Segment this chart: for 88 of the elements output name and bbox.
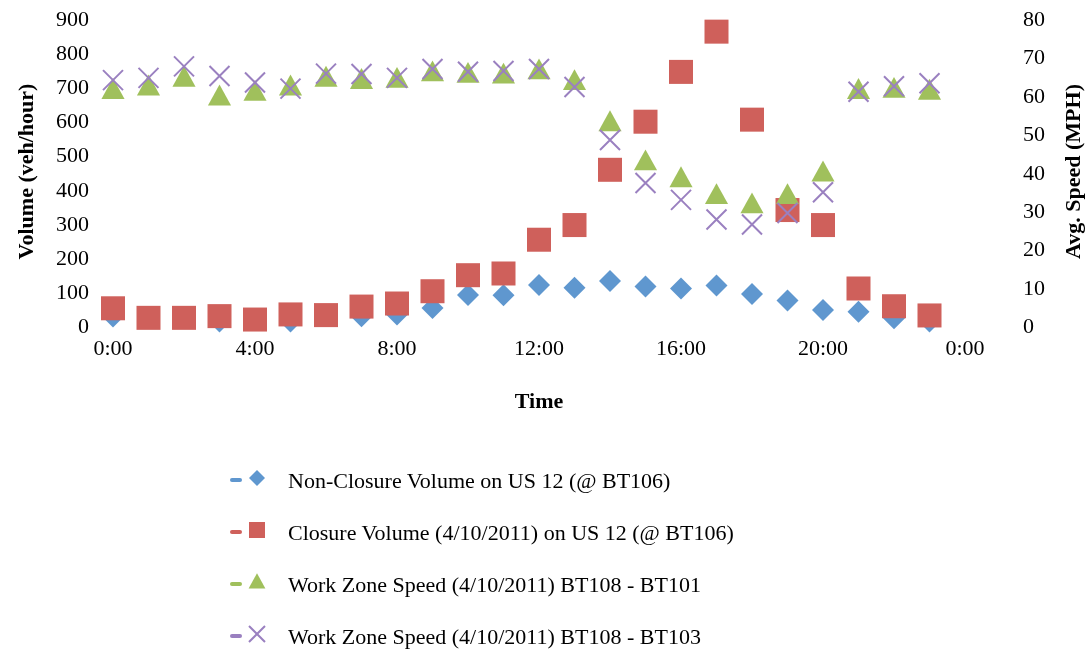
point — [243, 307, 267, 332]
y2-tick-label: 10 — [1023, 274, 1045, 300]
point — [207, 84, 232, 106]
point — [420, 279, 445, 304]
point — [244, 71, 266, 94]
point — [385, 291, 409, 316]
point — [349, 294, 374, 319]
point — [704, 183, 729, 205]
point — [846, 276, 871, 301]
y-tick-label: 700 — [56, 74, 89, 100]
point — [350, 63, 373, 86]
point — [705, 274, 728, 297]
y-tick-label: 600 — [56, 108, 89, 134]
point — [278, 302, 303, 327]
y-axis-title: Volume (veh/hour) — [13, 83, 38, 260]
x-tick-label: 8:00 — [377, 335, 417, 360]
point — [812, 181, 834, 204]
y2-tick-label: 50 — [1023, 121, 1045, 147]
point — [776, 289, 799, 312]
x-tick-label: 12:00 — [513, 335, 565, 360]
point — [598, 157, 622, 182]
point — [173, 55, 195, 78]
point — [670, 277, 692, 300]
point — [208, 64, 231, 87]
y-tick-label: 0 — [78, 313, 89, 338]
y2-tick-label: 80 — [1023, 6, 1045, 31]
point — [599, 270, 621, 292]
y-tick-label: 800 — [56, 40, 89, 66]
y2-tick-label: 60 — [1023, 82, 1045, 108]
point — [528, 274, 550, 297]
point — [456, 263, 480, 288]
point — [633, 109, 658, 134]
y2-tick-label: 30 — [1023, 197, 1045, 223]
y-tick-label: 400 — [56, 176, 89, 202]
point — [740, 107, 764, 132]
y2-axis-title: Avg. Speed (MPH) — [1060, 84, 1085, 259]
point — [563, 76, 586, 99]
x-tick-label: 4:00 — [235, 335, 275, 360]
y-tick-label: 300 — [56, 210, 89, 236]
legend-label: Non-Closure Volume on US 12 (@ BT106) — [288, 468, 671, 493]
y2-tick-label: 0 — [1023, 313, 1034, 338]
x-axis-title: Time — [514, 388, 564, 413]
point — [633, 149, 658, 171]
point — [172, 305, 196, 330]
y2-tick-label: 40 — [1023, 159, 1045, 185]
x-tick-label: 20:00 — [797, 335, 849, 360]
point — [812, 298, 834, 321]
point — [172, 65, 196, 87]
point — [670, 188, 692, 211]
y-tick-label: 200 — [56, 244, 89, 270]
legend-label: Work Zone Speed (4/10/2011) BT108 - BT103 — [288, 624, 701, 649]
point — [847, 300, 870, 323]
point — [491, 261, 516, 286]
point — [704, 19, 729, 44]
point — [562, 213, 587, 238]
point — [740, 192, 764, 214]
point — [102, 69, 124, 92]
point — [811, 160, 835, 182]
point — [741, 282, 763, 305]
point — [634, 275, 657, 298]
x-tick-label: 0:00 — [93, 335, 133, 360]
point — [634, 172, 657, 195]
point — [669, 59, 693, 84]
point — [882, 294, 906, 319]
y-tick-label: 100 — [56, 278, 89, 304]
point — [136, 305, 161, 330]
legend-label: Work Zone Speed (4/10/2011) BT108 - BT101 — [288, 572, 701, 597]
point — [314, 303, 338, 328]
point — [669, 166, 693, 188]
point — [811, 213, 835, 238]
y2-tick-label: 70 — [1023, 44, 1045, 70]
point — [492, 284, 515, 307]
x-tick-label: 0:00 — [945, 335, 985, 360]
point — [705, 208, 728, 231]
y-tick-label: 500 — [56, 142, 89, 168]
point — [598, 110, 622, 132]
x-tick-label: 16:00 — [655, 335, 707, 360]
point — [599, 129, 621, 152]
point — [741, 213, 763, 236]
point — [563, 276, 586, 299]
point — [775, 183, 800, 205]
point — [527, 227, 551, 252]
y2-tick-label: 20 — [1023, 236, 1045, 262]
point — [918, 72, 941, 95]
y-tick-label: 900 — [56, 6, 89, 31]
legend-label: Closure Volume (4/10/2011) on US 12 (@ BT106) — [288, 520, 734, 545]
point — [137, 66, 160, 89]
point — [101, 296, 125, 321]
